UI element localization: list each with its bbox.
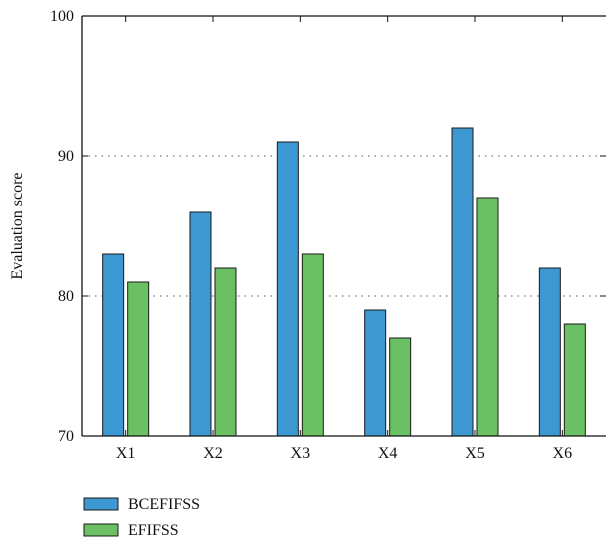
bar-bcefifss-x6 bbox=[538, 267, 561, 437]
legend-swatch-bcefifss bbox=[83, 497, 119, 511]
legend-label-efifss: EFIFSS bbox=[128, 522, 179, 539]
bar-bcefifss-x4 bbox=[364, 309, 387, 437]
legend-swatch-efifss bbox=[83, 523, 119, 537]
legend: BCEFIFSS EFIFSS bbox=[83, 496, 200, 539]
bar-efifss-x1 bbox=[127, 281, 150, 437]
bar-bcefifss-x3 bbox=[276, 141, 299, 437]
x-tick-label-x2: X2 bbox=[203, 445, 223, 462]
x-tick-label-x5: X5 bbox=[465, 445, 485, 462]
x-tick-labels: X1 X2 X3 X4 X5 X6 bbox=[116, 445, 572, 462]
x-tick-label-x1: X1 bbox=[116, 445, 136, 462]
x-tick-label-x4: X4 bbox=[378, 445, 398, 462]
y-axis-label: Evaluation score bbox=[9, 172, 26, 279]
axes bbox=[81, 15, 606, 437]
y-tick-label-100: 100 bbox=[50, 8, 74, 25]
y-tick-label-90: 90 bbox=[58, 148, 74, 165]
bar-bcefifss-x5 bbox=[451, 127, 474, 437]
legend-label-bcefifss: BCEFIFSS bbox=[128, 496, 200, 513]
bar-efifss-x4 bbox=[389, 337, 412, 437]
x-tick-label-x6: X6 bbox=[553, 445, 573, 462]
bar-efifss-x3 bbox=[301, 253, 324, 437]
y-tick-label-70: 70 bbox=[58, 428, 74, 445]
bar-bcefifss-x1 bbox=[102, 253, 125, 437]
bar-efifss-x5 bbox=[476, 197, 499, 437]
gridlines bbox=[82, 155, 606, 297]
y-tick-labels: 70 80 90 100 bbox=[50, 8, 74, 445]
x-tick-label-x3: X3 bbox=[291, 445, 311, 462]
bars bbox=[102, 127, 586, 437]
bar-bcefifss-x2 bbox=[189, 211, 212, 437]
bar-efifss-x6 bbox=[563, 323, 586, 437]
y-tick-label-80: 80 bbox=[58, 288, 74, 305]
bar-efifss-x2 bbox=[214, 267, 237, 437]
